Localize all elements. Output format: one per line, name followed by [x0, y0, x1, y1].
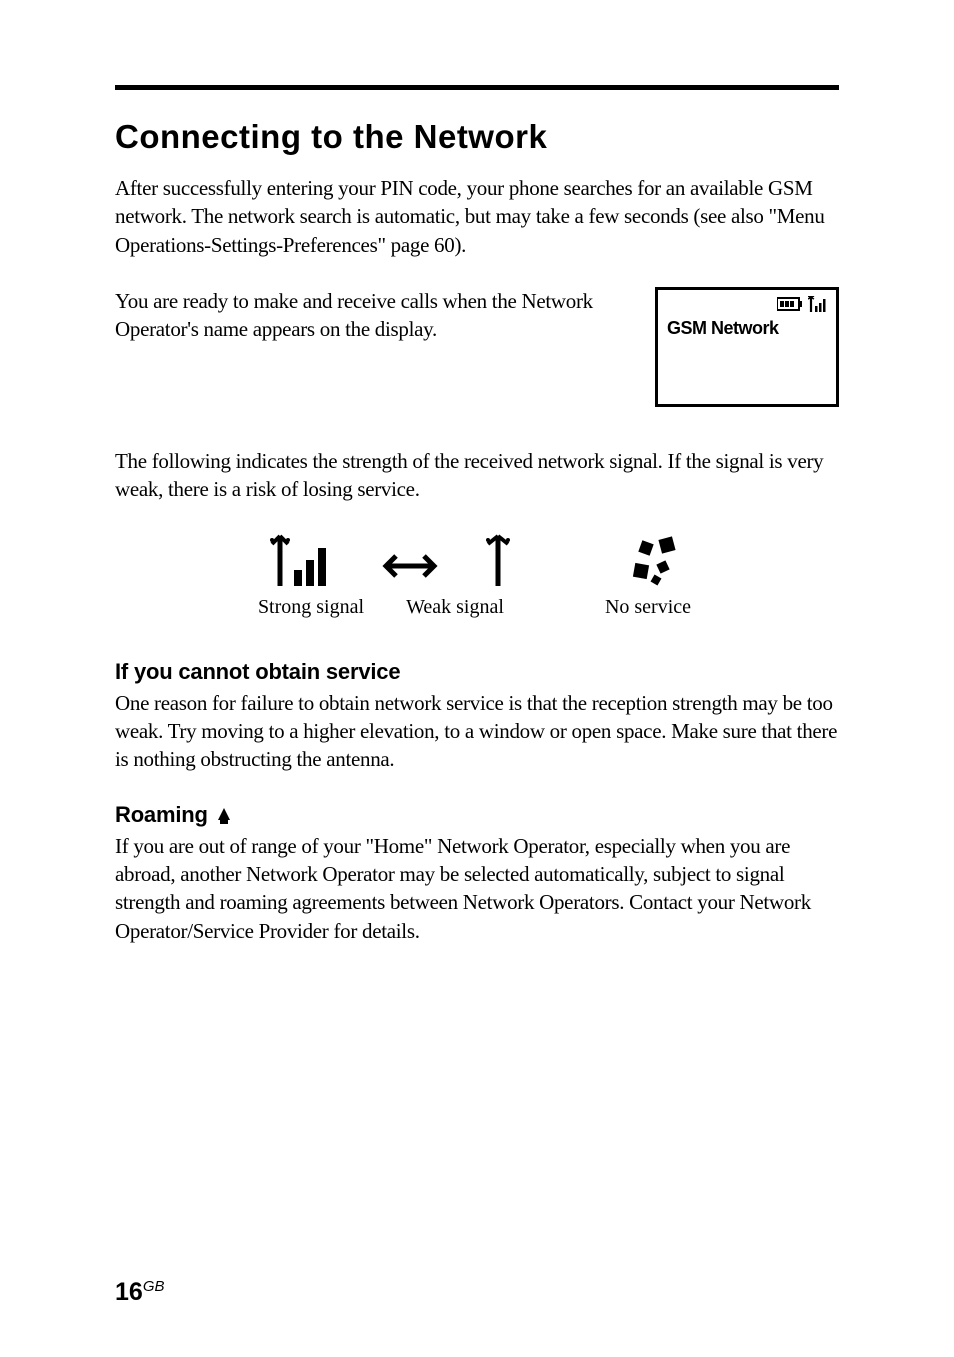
- top-rule: [115, 85, 839, 90]
- weak-signal-label: Weak signal: [395, 596, 515, 619]
- no-service-label: No service: [593, 596, 703, 619]
- roaming-icon: [216, 808, 232, 826]
- page-title: Connecting to the Network: [115, 118, 839, 156]
- ready-row: You are ready to make and receive calls …: [115, 287, 839, 407]
- weak-signal-icon: [480, 532, 516, 590]
- signal-labels-row: Strong signal Weak signal No service: [115, 596, 839, 619]
- signal-intro: The following indicates the strength of …: [115, 447, 839, 504]
- phone-display: GSM Network: [655, 287, 839, 407]
- page-footer: 16GB: [115, 1278, 165, 1307]
- roaming-body: If you are out of range of your "Home" N…: [115, 832, 839, 945]
- strong-signal-label: Strong signal: [251, 596, 371, 619]
- ready-text: You are ready to make and receive calls …: [115, 287, 625, 344]
- battery-icon: [777, 297, 803, 311]
- double-arrow-icon: [380, 532, 440, 590]
- page-region: GB: [143, 1278, 165, 1295]
- no-service-icon: [626, 532, 684, 590]
- signal-icon: [808, 296, 828, 312]
- page-number: 16: [115, 1278, 143, 1306]
- roaming-heading: Roaming: [115, 802, 208, 828]
- no-service-heading: If you cannot obtain service: [115, 659, 839, 685]
- display-status-icons: [777, 296, 828, 312]
- strong-signal-icon: [270, 532, 340, 590]
- display-label: GSM Network: [667, 318, 827, 339]
- signal-icons-row: [115, 532, 839, 590]
- intro-paragraph: After successfully entering your PIN cod…: [115, 174, 839, 259]
- no-service-body: One reason for failure to obtain network…: [115, 689, 839, 774]
